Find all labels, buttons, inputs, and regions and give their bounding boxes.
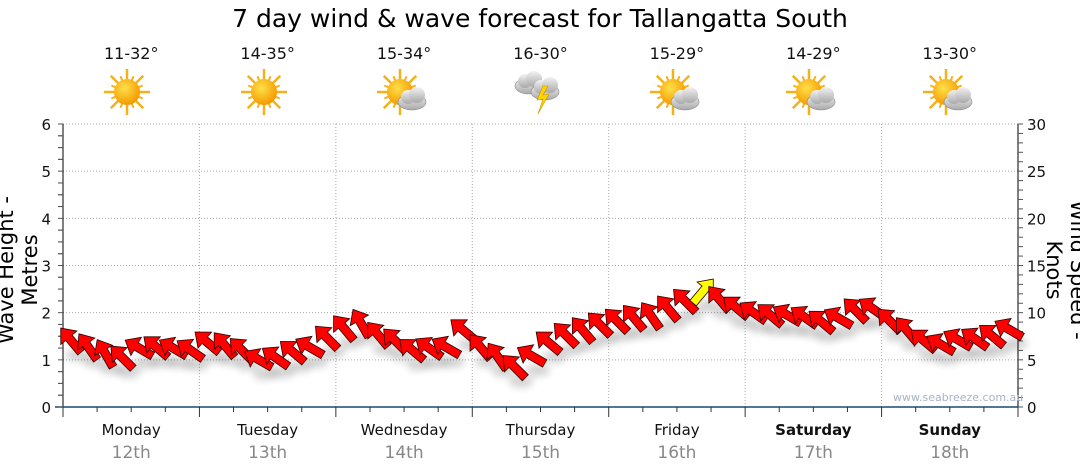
wind-arrow (604, 308, 632, 336)
partly-cloudy-icon (922, 66, 978, 118)
day-temperature: 15-29° (649, 44, 705, 63)
arrow-shadow (508, 375, 533, 388)
arrow-shadow (525, 364, 550, 377)
wind-arrow (295, 335, 326, 360)
partly-cloudy-icon (785, 66, 841, 118)
y-tick-label-right: 5 (1027, 352, 1037, 370)
day-name-label: Sunday (918, 421, 981, 439)
partly-cloudy-icon (376, 66, 432, 118)
y-tick-label-left: 3 (41, 258, 51, 276)
thunderstorm-icon (513, 66, 569, 118)
day-name-label: Tuesday (237, 421, 299, 439)
day-date-label: 12th (111, 443, 151, 463)
y-tick-label-right: 0 (1027, 399, 1037, 417)
day-temperature: 11-32° (103, 44, 159, 63)
y-tick-label-right: 30 (1027, 116, 1046, 134)
y-tick-label-left: 1 (41, 352, 51, 370)
wind-arrow (571, 317, 597, 346)
wind-arrow (194, 331, 223, 357)
wind-arrow (279, 341, 308, 366)
arrow-shadow (679, 309, 704, 322)
wind-arrow (808, 310, 837, 336)
day-name-label: Saturday (775, 421, 852, 439)
chart-title: 7 day wind & wave forecast for Tallangat… (232, 4, 848, 33)
wind-arrow (657, 295, 682, 324)
wind-arrow (823, 306, 855, 330)
wind-arrow (757, 304, 786, 329)
y-tick-label-left: 6 (41, 116, 51, 134)
wind-arrow (314, 325, 342, 353)
day-date-label: 13th (248, 443, 288, 463)
sunny-icon (103, 66, 159, 118)
wind-arrow (639, 302, 664, 332)
wind-arrow (623, 304, 648, 333)
day-temperature: 13-30° (922, 44, 978, 63)
arrow-shadow (832, 326, 857, 339)
wind-arrow (994, 317, 1025, 342)
y-tick-label-right: 20 (1027, 210, 1046, 228)
wind-arrow (979, 325, 1007, 350)
arrow-shadow (884, 329, 909, 342)
arrow-shadow (184, 358, 209, 371)
partly-cloudy-icon (649, 66, 705, 118)
day-date-label: 17th (793, 443, 833, 463)
wind-arrow (261, 346, 292, 371)
arrow-shadow (270, 365, 295, 378)
y-tick-label-left: 4 (41, 210, 51, 228)
wind-arrow (926, 332, 957, 357)
wind-arrow (143, 336, 172, 361)
day-temperature: 15-34° (376, 44, 432, 63)
y-axis-right-label: Wind Speed - Knots (1042, 200, 1080, 340)
day-name-label: Thursday (505, 421, 576, 439)
wind-arrow (243, 348, 275, 372)
wind-arrow (431, 335, 463, 360)
day-date-label: 14th (384, 443, 424, 463)
arrow-shadow (440, 355, 465, 368)
day-date-label: 18th (930, 443, 970, 463)
y-tick-label-right: 10 (1027, 305, 1046, 323)
wind-arrow (961, 327, 991, 352)
day-temperature: 16-30° (513, 44, 568, 63)
wind-arrow (502, 355, 529, 382)
day-name-label: Friday (654, 421, 700, 439)
wind-arrow (553, 322, 581, 350)
wind-arrow (124, 336, 156, 361)
credit-link[interactable]: www.seabreeze.com.au (893, 391, 1024, 404)
arrow-shadow (696, 299, 721, 312)
y-tick-label-left: 5 (41, 163, 51, 181)
wind-arrow (399, 339, 428, 364)
day-temperature: 14-35° (240, 44, 295, 63)
y-tick-label-left: 2 (41, 305, 51, 323)
wind-arrow (176, 338, 206, 363)
arrow-shadow (543, 350, 568, 363)
arrow-shadow (986, 344, 1011, 357)
wind-arrow (535, 331, 564, 357)
arrow-shadow (764, 323, 789, 336)
wind-arrow (673, 289, 700, 316)
day-date-label: 15th (520, 443, 561, 463)
arrow-shadow (1003, 337, 1028, 350)
day-name-label: Wednesday (360, 421, 448, 439)
wind-arrow (333, 315, 358, 344)
arrow-shadow (304, 355, 329, 368)
arrow-shadow (321, 346, 346, 359)
sunny-icon (240, 66, 296, 118)
y-tick-label-left: 0 (41, 399, 51, 417)
y-tick-label-right: 25 (1027, 163, 1046, 181)
wind-arrow (516, 344, 548, 368)
day-name-label: Monday (101, 421, 161, 439)
day-temperature: 14-29° (786, 44, 841, 63)
wind-arrow (110, 345, 137, 372)
arrow-shadow (116, 365, 141, 378)
y-tick-label-right: 15 (1027, 258, 1046, 276)
y-axis-left-label: Wave Height - Metres (0, 196, 42, 344)
wind-arrow (415, 337, 445, 361)
wind-arrow (587, 312, 615, 339)
day-date-label: 16th (657, 443, 697, 463)
